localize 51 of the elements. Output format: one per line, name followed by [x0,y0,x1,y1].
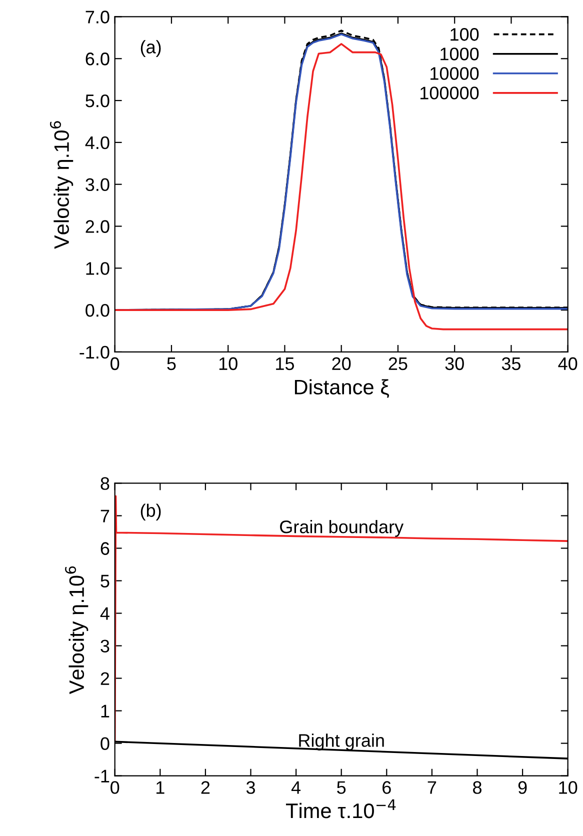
x-tick-label: 7 [428,781,436,794]
y-tick-label: 2 [100,672,110,685]
legend-label: 10000 [430,67,479,80]
y-axis-title: Velocity η.10$^{6}$ [65,566,88,694]
x-axis-title: Distance ξ [294,379,389,398]
x-tick-label: 30 [445,357,464,370]
y-tick-label: 4 [100,607,110,620]
legend-label: 100 [450,28,479,41]
y-tick-label: 3.0 [86,178,110,192]
x-tick-label: 15 [276,357,294,370]
y-tick-label: 7 [100,510,110,522]
y-tick-label: 5.0 [86,94,110,108]
x-axis-title: Time τ.10$^{−4}$ [286,799,396,818]
x-tick-label: 0 [110,781,120,794]
x-tick-label: 0 [110,357,120,370]
y-axis-title: Velocity η.10$^{6}$ [50,121,74,249]
x-tick-label: 25 [388,357,408,370]
x-tick-label: 35 [502,357,521,370]
y-tick-label: 1 [101,704,110,718]
y-tick-label: 4.0 [85,136,110,150]
x-tick-label: 6 [382,781,391,794]
x-tick-label: 10 [559,781,578,794]
annotation: Grain boundary [280,520,404,537]
y-tick-label: 3 [100,640,110,652]
x-tick-label: 1 [156,781,164,794]
x-tick-label: 5 [167,357,176,370]
x-tick-label: 4 [291,781,301,794]
annotation: (b) [140,504,161,521]
x-tick-label: 5 [337,781,346,794]
x-tick-label: 8 [473,781,482,794]
annotation: (a) [140,40,161,58]
y-tick-label: -1.0 [80,346,110,359]
y-tick-label: 7.0 [86,10,110,24]
y-tick-label: 0.0 [86,304,110,317]
x-tick-label: 2 [201,781,210,794]
x-tick-label: 3 [246,781,255,794]
annotation: Right grain [299,734,384,750]
y-tick-label: 0 [100,737,110,750]
y-tick-label: 8 [100,477,110,490]
x-tick-label: 10 [219,357,238,370]
y-tick-label: 1.0 [86,262,110,275]
x-tick-label: 20 [332,357,351,370]
legend-label: 100000 [420,86,479,100]
y-tick-label: 5 [100,574,110,588]
y-tick-label: 6 [100,542,110,555]
x-tick-label: 9 [518,781,527,794]
legend-label: 1000 [440,48,479,60]
y-tick-label: 2.0 [86,220,110,233]
y-tick-label: 6.0 [86,52,110,66]
y-tick-label: -1 [94,770,110,782]
x-tick-label: 40 [558,357,578,370]
